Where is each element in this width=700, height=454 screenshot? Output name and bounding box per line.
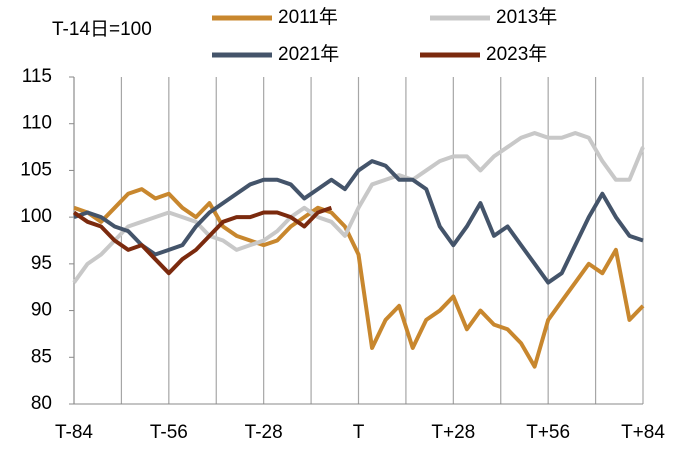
y-tick-label: 85 [31,346,52,367]
y-tick-label: 110 [22,113,52,134]
series-line [73,187,645,369]
x-tick-label: T-28 [245,422,283,443]
series-line [72,205,333,276]
y-tick-label: 95 [31,253,52,274]
legend-label: 2021年 [278,43,339,65]
x-tick-label: T [353,422,365,443]
legend-label: 2023年 [486,43,547,65]
y-tick-label: 105 [20,159,52,180]
legend-label: 2013年 [496,6,557,28]
x-tick-label: T+28 [431,422,475,443]
annotation: T-14日=100 [52,19,152,40]
series-line [73,159,644,285]
x-tick-label: T-56 [150,422,188,443]
y-tick-label: 80 [31,393,52,414]
x-tick-label: T-84 [55,422,93,443]
y-tick-label: 115 [22,66,52,87]
x-tick-label: T+56 [526,422,570,443]
legend-label: 2011年 [278,6,338,28]
x-tick-label: T+84 [621,422,665,443]
y-tick-label: 90 [31,300,52,321]
y-tick-label: 100 [20,206,52,227]
series-line [72,131,645,284]
